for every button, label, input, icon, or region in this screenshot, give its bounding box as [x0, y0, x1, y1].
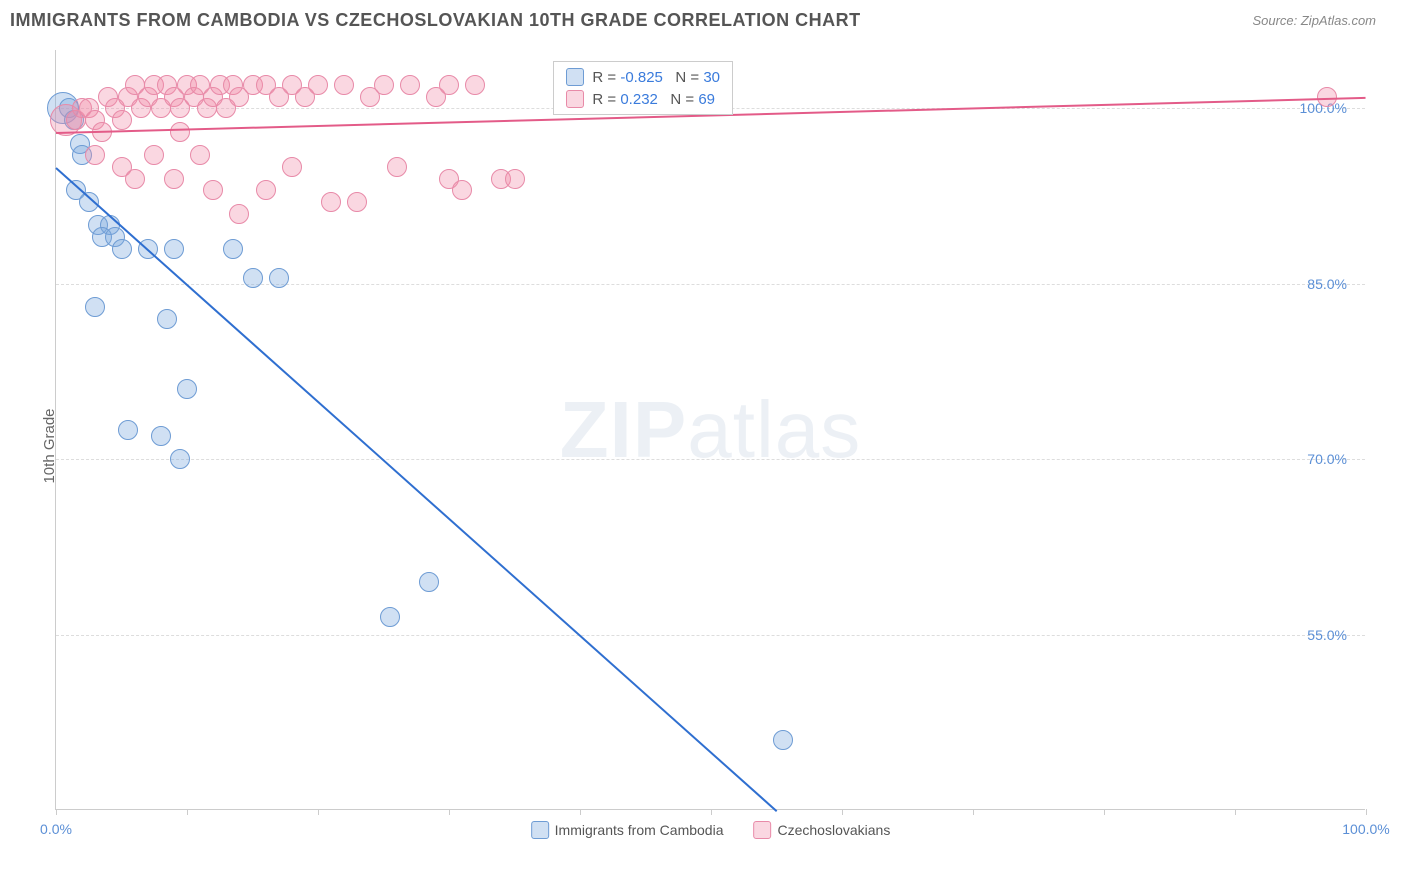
data-point — [170, 449, 190, 469]
data-point — [380, 607, 400, 627]
legend-row: R = -0.825 N = 30 — [566, 66, 720, 88]
x-tick — [1235, 809, 1236, 815]
data-point — [203, 180, 223, 200]
x-tick — [711, 809, 712, 815]
gridline — [56, 459, 1365, 460]
data-point — [157, 309, 177, 329]
data-point — [374, 75, 394, 95]
trend-line — [55, 167, 777, 812]
data-point — [112, 239, 132, 259]
data-point — [308, 75, 328, 95]
legend-stats: R = 0.232 N = 69 — [592, 91, 715, 108]
data-point — [347, 192, 367, 212]
legend-swatch — [566, 68, 584, 86]
data-point — [144, 145, 164, 165]
x-tick-label: 0.0% — [40, 821, 72, 837]
y-tick-label: 55.0% — [1307, 627, 1347, 643]
data-point — [439, 75, 459, 95]
data-point — [243, 268, 263, 288]
x-tick — [1366, 809, 1367, 815]
data-point — [465, 75, 485, 95]
x-tick — [449, 809, 450, 815]
data-point — [505, 169, 525, 189]
chart-header: IMMIGRANTS FROM CAMBODIA VS CZECHOSLOVAK… — [0, 0, 1406, 41]
legend-label: Czechoslovakians — [777, 822, 890, 838]
data-point — [177, 379, 197, 399]
x-tick — [580, 809, 581, 815]
y-tick-label: 70.0% — [1307, 451, 1347, 467]
data-point — [151, 426, 171, 446]
data-point — [387, 157, 407, 177]
chart-source: Source: ZipAtlas.com — [1252, 13, 1376, 28]
x-tick — [318, 809, 319, 815]
data-point — [321, 192, 341, 212]
data-point — [452, 180, 472, 200]
data-point — [164, 239, 184, 259]
x-tick — [56, 809, 57, 815]
data-point — [112, 110, 132, 130]
x-tick — [842, 809, 843, 815]
x-tick — [1104, 809, 1105, 815]
data-point — [773, 730, 793, 750]
data-point — [334, 75, 354, 95]
legend-label: Immigrants from Cambodia — [555, 822, 724, 838]
x-tick — [973, 809, 974, 815]
legend-item: Czechoslovakians — [753, 821, 890, 839]
data-point — [118, 420, 138, 440]
data-point — [400, 75, 420, 95]
data-point — [269, 268, 289, 288]
series-legend: Immigrants from Cambodia Czechoslovakians — [531, 821, 891, 839]
data-point — [164, 169, 184, 189]
data-point — [85, 297, 105, 317]
watermark: ZIPatlas — [560, 384, 861, 476]
correlation-legend: R = -0.825 N = 30 R = 0.232 N = 69 — [553, 61, 733, 115]
data-point — [282, 157, 302, 177]
data-point — [229, 204, 249, 224]
legend-swatch — [753, 821, 771, 839]
legend-swatch — [566, 90, 584, 108]
legend-swatch — [531, 821, 549, 839]
legend-item: Immigrants from Cambodia — [531, 821, 724, 839]
data-point — [190, 145, 210, 165]
x-tick-label: 100.0% — [1342, 821, 1389, 837]
gridline — [56, 635, 1365, 636]
data-point — [125, 169, 145, 189]
y-tick-label: 85.0% — [1307, 276, 1347, 292]
data-point — [256, 180, 276, 200]
data-point — [85, 145, 105, 165]
chart-title: IMMIGRANTS FROM CAMBODIA VS CZECHOSLOVAK… — [10, 10, 861, 31]
x-tick — [187, 809, 188, 815]
legend-stats: R = -0.825 N = 30 — [592, 69, 720, 86]
legend-row: R = 0.232 N = 69 — [566, 88, 720, 110]
data-point — [223, 239, 243, 259]
chart-plot-area: ZIPatlas 55.0%70.0%85.0%100.0%0.0%100.0%… — [55, 50, 1365, 810]
data-point — [170, 122, 190, 142]
data-point — [419, 572, 439, 592]
